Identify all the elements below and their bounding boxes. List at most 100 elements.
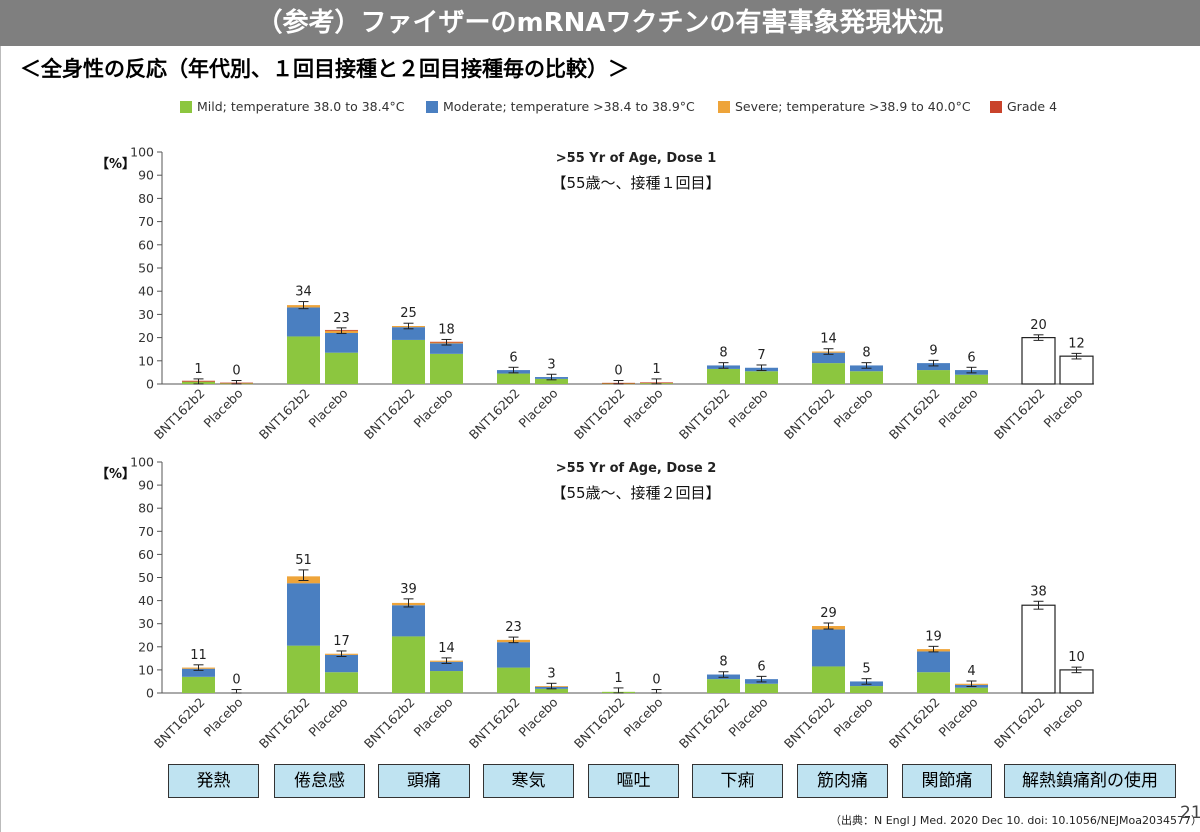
y-tick-label: 80 xyxy=(138,501,154,516)
bar-segment-mild xyxy=(287,645,320,693)
data-label: 20 xyxy=(1030,318,1047,333)
legend-swatch-severe xyxy=(718,101,730,113)
bar-segment-mild xyxy=(287,336,320,384)
bar-4-vaccine: 6 BNT162b2 xyxy=(466,350,530,442)
bar-segment-mild xyxy=(917,672,950,693)
chart-title: >55 Yr of Age, Dose 1 xyxy=(556,151,716,166)
bar-6-vaccine: 8 BNT162b2 xyxy=(676,346,740,442)
category-box-8: 関節痛 xyxy=(902,764,992,798)
y-tick-label: 20 xyxy=(138,639,154,654)
bar-segment-mild xyxy=(745,371,778,384)
x-tick-label: BNT162b2 xyxy=(361,695,418,752)
x-tick-label: Placebo xyxy=(305,695,350,740)
bar-outline xyxy=(1021,337,1056,385)
category-box-4: 寒気 xyxy=(483,764,574,798)
y-tick-label: 80 xyxy=(138,191,154,206)
page-number: 21 xyxy=(1180,803,1200,823)
data-label: 17 xyxy=(333,634,350,649)
data-label: 23 xyxy=(505,620,522,635)
bar-segment-mild xyxy=(535,688,568,693)
data-label: 11 xyxy=(190,648,207,663)
y-tick-label: 30 xyxy=(138,616,154,631)
bar-segment-moderate xyxy=(430,343,463,354)
bar-1-placebo: 0 Placebo xyxy=(200,364,253,431)
y-tick-label: 70 xyxy=(138,214,154,229)
x-tick-label: BNT162b2 xyxy=(466,386,523,443)
data-label: 3 xyxy=(547,357,555,372)
y-tick-label: 0 xyxy=(146,377,154,392)
data-label: 5 xyxy=(862,662,870,677)
bar-segment-moderate xyxy=(392,605,425,637)
bar-segment-mild xyxy=(430,671,463,693)
bar-segment-moderate xyxy=(182,668,215,677)
y-tick-label: 100 xyxy=(130,145,154,160)
x-tick-label: Placebo xyxy=(410,695,455,740)
data-label: 18 xyxy=(438,322,455,337)
bar-segment-moderate xyxy=(392,327,425,340)
x-tick-label: BNT162b2 xyxy=(151,695,208,752)
legend-label-grade4: Grade 4 xyxy=(1007,99,1058,114)
x-tick-label: Placebo xyxy=(830,386,875,431)
category-box-2: 倦怠感 xyxy=(274,764,365,798)
bar-segment-mild xyxy=(535,378,568,384)
x-tick-label: BNT162b2 xyxy=(886,386,943,443)
bar-segment-mild xyxy=(812,666,845,693)
data-label: 8 xyxy=(719,655,727,670)
bar-segment-mild xyxy=(497,667,530,693)
bar-8-vaccine: 9 BNT162b2 xyxy=(886,343,950,442)
x-tick-label: Placebo xyxy=(515,695,560,740)
legend-label-moderate: Moderate; temperature >38.4 to 38.9°C xyxy=(443,99,695,114)
x-tick-label: BNT162b2 xyxy=(781,386,838,443)
data-label: 23 xyxy=(333,311,350,326)
x-tick-label: BNT162b2 xyxy=(886,695,943,752)
bar-outline xyxy=(1059,669,1094,694)
x-tick-label: BNT162b2 xyxy=(991,386,1048,443)
x-tick-label: Placebo xyxy=(1040,386,1085,431)
y-tick-label: 90 xyxy=(138,478,154,493)
legend-swatch-mild xyxy=(180,101,192,113)
x-tick-label: Placebo xyxy=(200,386,245,431)
x-tick-label: Placebo xyxy=(1040,695,1085,740)
bar-segment-moderate xyxy=(812,629,845,667)
bar-segment-moderate xyxy=(325,332,358,353)
y-tick-label: 60 xyxy=(138,237,154,252)
x-tick-label: BNT162b2 xyxy=(991,695,1048,752)
bar-5-vaccine: 1 BNT162b2 xyxy=(571,671,635,751)
bar-segment-mild xyxy=(917,370,950,384)
slide-title: （参考）ファイザーのmRNAワクチンの有害事象発現状況 xyxy=(256,8,944,38)
bar-segment-mild xyxy=(392,339,425,384)
bar-segment-mild xyxy=(430,353,463,384)
data-label: 4 xyxy=(967,664,975,679)
data-label: 9 xyxy=(929,343,937,358)
bar-outline xyxy=(1059,355,1094,385)
bar-segment-mild xyxy=(325,352,358,384)
data-label: 6 xyxy=(967,350,975,365)
bar-6-placebo: 7 Placebo xyxy=(725,348,778,431)
bar-outline xyxy=(1021,604,1056,694)
data-label: 6 xyxy=(509,350,517,365)
legend-label-mild: Mild; temperature 38.0 to 38.4°C xyxy=(197,99,405,114)
source-citation: （出典：N Engl J Med. 2020 Dec 10. doi: 10.1… xyxy=(830,814,1200,827)
x-tick-label: Placebo xyxy=(410,386,455,431)
x-tick-label: Placebo xyxy=(620,386,665,431)
data-label: 1 xyxy=(194,362,202,377)
category-box-3: 頭痛 xyxy=(378,764,470,798)
data-label: 6 xyxy=(757,659,765,674)
y-tick-label: 50 xyxy=(138,261,154,276)
y-tick-label: 100 xyxy=(130,455,154,470)
bar-segment-mild xyxy=(955,687,988,693)
x-tick-label: BNT162b2 xyxy=(151,386,208,443)
chart-subtitle: 【55歳～、接種１回目】 xyxy=(551,174,720,192)
x-tick-label: BNT162b2 xyxy=(466,695,523,752)
y-tick-label: 30 xyxy=(138,307,154,322)
x-tick-label: BNT162b2 xyxy=(571,695,628,752)
y-tick-label: 40 xyxy=(138,284,154,299)
bar-segment-mild xyxy=(325,672,358,693)
bar-segment-mild xyxy=(497,373,530,384)
bar-8-placebo: 6 Placebo xyxy=(935,350,988,431)
y-tick-label: 40 xyxy=(138,593,154,608)
bar-5-vaccine: 0 BNT162b2 xyxy=(571,364,635,442)
category-box-9: 解熱鎮痛剤の使用 xyxy=(1004,764,1176,798)
